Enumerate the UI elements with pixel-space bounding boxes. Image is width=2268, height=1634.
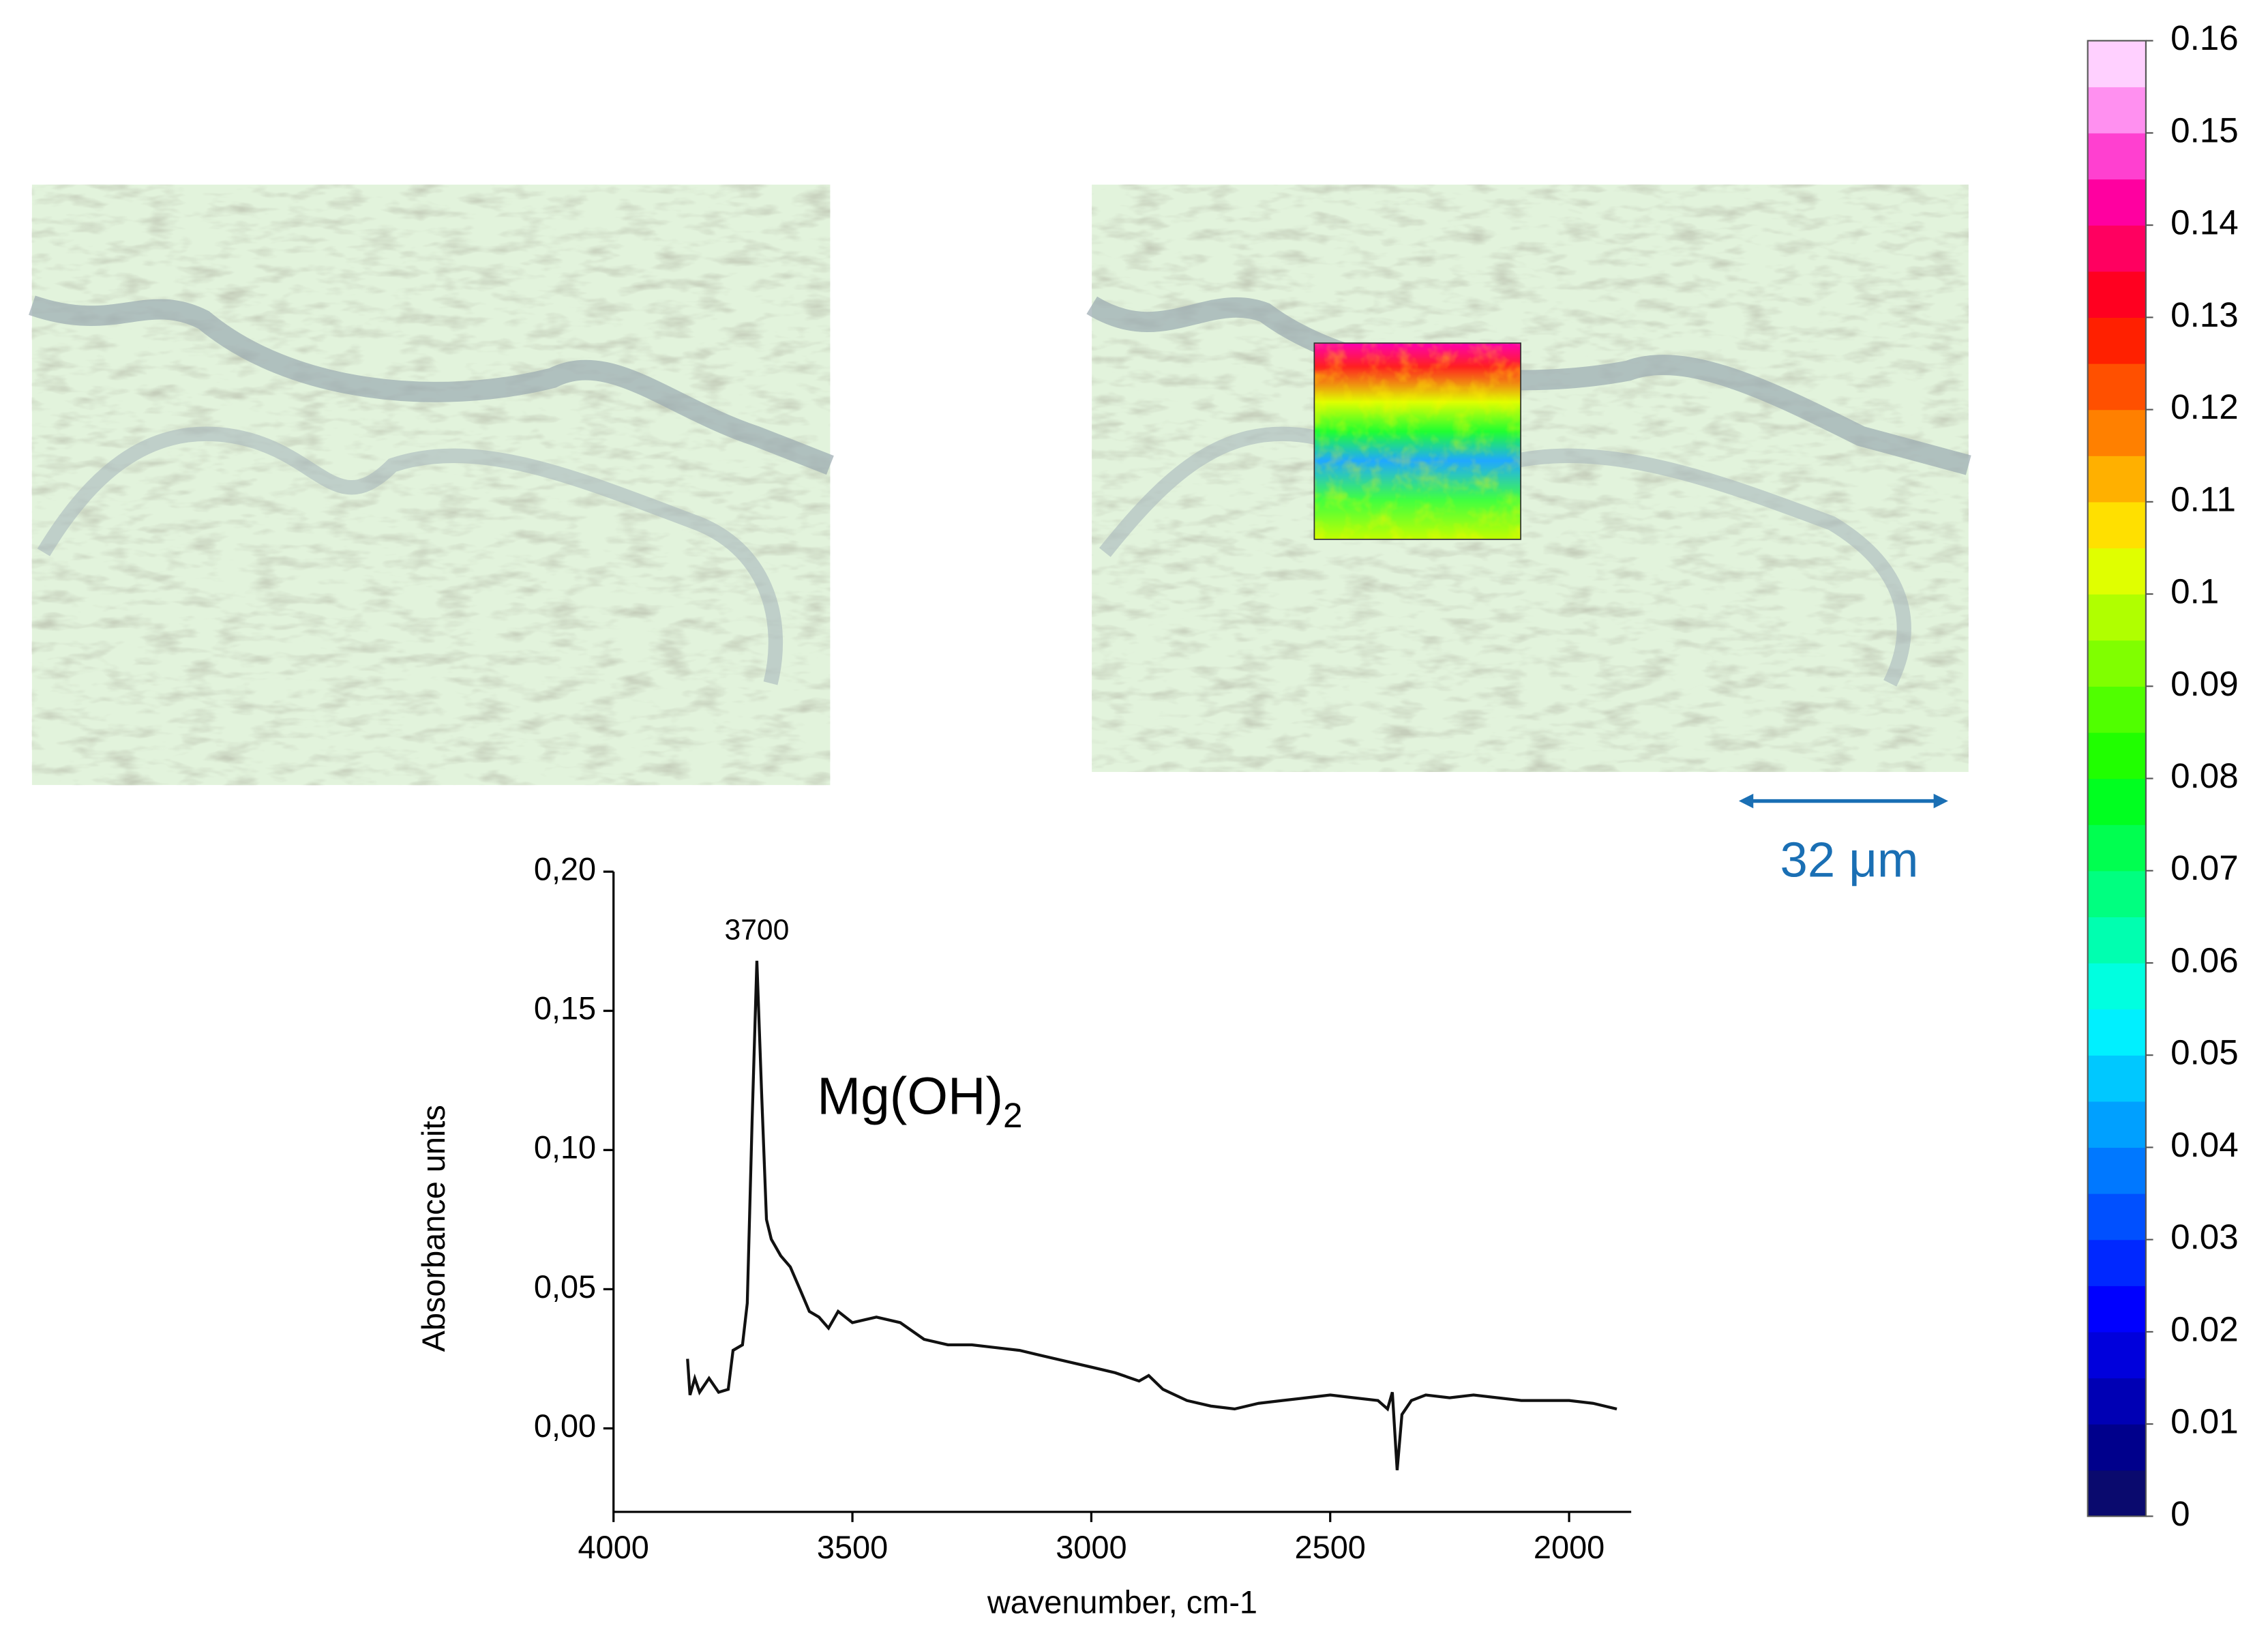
colorbar-band	[2087, 870, 2146, 917]
colorbar-tick-label: 0.02	[2170, 1309, 2239, 1348]
colorbar-band	[2087, 501, 2146, 549]
colorbar-band	[2087, 1470, 2146, 1517]
colorbar: 0 0.01 0.02 0.03 0.04 0.05 0.06 0.07 0.08 0.09 0.1…	[2087, 18, 2239, 1533]
x-tick-label: 2500	[1295, 1530, 1366, 1565]
colorbar-band	[2087, 317, 2146, 364]
colorbar-band	[2087, 1193, 2146, 1241]
compound-label: Mg(OH)2	[817, 1068, 1022, 1135]
colorbar-band	[2087, 1055, 2146, 1102]
scale-bar: 32 μm	[1738, 793, 1948, 887]
peak-label: 3700	[725, 913, 790, 946]
colorbar-tick-label: 0	[2170, 1494, 2190, 1533]
colorbar-band	[2087, 271, 2146, 318]
x-tick-label: 3000	[1056, 1530, 1126, 1565]
compound-formula: Mg(OH)	[817, 1068, 1003, 1126]
colorbar-band	[2087, 962, 2146, 1010]
colorbar-band	[2087, 1147, 2146, 1194]
colorbar-band	[2087, 732, 2146, 779]
y-tick-label: 0,20	[534, 852, 596, 887]
compound-subscript: 2	[1003, 1096, 1022, 1135]
x-tick-label: 4000	[578, 1530, 649, 1565]
spectrum-plot: Absorbance units wavenumber, cm-1 Mg(OH)…	[416, 852, 1632, 1620]
y-tick-label: 0,00	[534, 1408, 596, 1444]
y-tick-label: 0,10	[534, 1130, 596, 1165]
colorbar-tick-label: 0.04	[2170, 1125, 2239, 1164]
colorbar-band	[2087, 87, 2146, 134]
colorbar-band	[2087, 1378, 2146, 1425]
colorbar-band	[2087, 179, 2146, 226]
colorbar-band	[2087, 825, 2146, 872]
colorbar-tick-label: 0.06	[2170, 940, 2239, 979]
x-axis-label: wavenumber, cm-1	[987, 1585, 1257, 1620]
colorbar-band	[2087, 1286, 2146, 1333]
colorbar-band	[2087, 363, 2146, 411]
colorbar-tick-label: 0.01	[2170, 1402, 2239, 1441]
colorbar-band	[2087, 225, 2146, 272]
x-tick-label: 2000	[1534, 1530, 1605, 1565]
colorbar-tick-label: 0.07	[2170, 848, 2239, 887]
micrograph-left	[29, 184, 834, 786]
colorbar-tick-label: 0.14	[2170, 203, 2239, 242]
colorbar-tick-label: 0.05	[2170, 1033, 2239, 1072]
colorbar-band	[2087, 456, 2146, 503]
y-tick-label: 0,15	[534, 991, 596, 1026]
colorbar-tick-label: 0.09	[2170, 664, 2239, 703]
x-tick-label: 3500	[817, 1530, 888, 1565]
y-axis-label: Absorbance units	[416, 1105, 451, 1352]
colorbar-band	[2087, 778, 2146, 825]
colorbar-tick-label: 0.12	[2170, 387, 2239, 426]
colorbar-tick-label: 0.1	[2170, 572, 2219, 611]
colorbar-tick-label: 0.08	[2170, 756, 2239, 795]
colorbar-tick-label: 0.13	[2170, 295, 2239, 334]
colorbar-tick-label: 0.11	[2170, 479, 2236, 518]
colorbar-band	[2087, 1101, 2146, 1148]
micrograph-right	[1086, 184, 1971, 772]
colorbar-band	[2087, 1239, 2146, 1286]
colorbar-band	[2087, 548, 2146, 595]
colorbar-band	[2087, 640, 2146, 687]
colorbar-band	[2087, 917, 2146, 964]
scale-label: 32 μm	[1780, 832, 1919, 887]
spectrum-line	[686, 960, 1617, 1470]
colorbar-band	[2087, 40, 2146, 87]
colorbar-band	[2087, 1009, 2146, 1056]
colorbar-band	[2087, 686, 2146, 733]
colorbar-band	[2087, 1331, 2146, 1379]
colorbar-tick-label: 0.16	[2170, 18, 2239, 57]
colorbar-tick-label: 0.03	[2170, 1217, 2239, 1256]
y-tick-label: 0,05	[534, 1269, 596, 1305]
colorbar-band	[2087, 409, 2146, 456]
colorbar-band	[2087, 132, 2146, 180]
colorbar-tick-label: 0.15	[2170, 110, 2239, 149]
colorbar-band	[2087, 1424, 2146, 1471]
colorbar-band	[2087, 594, 2146, 641]
